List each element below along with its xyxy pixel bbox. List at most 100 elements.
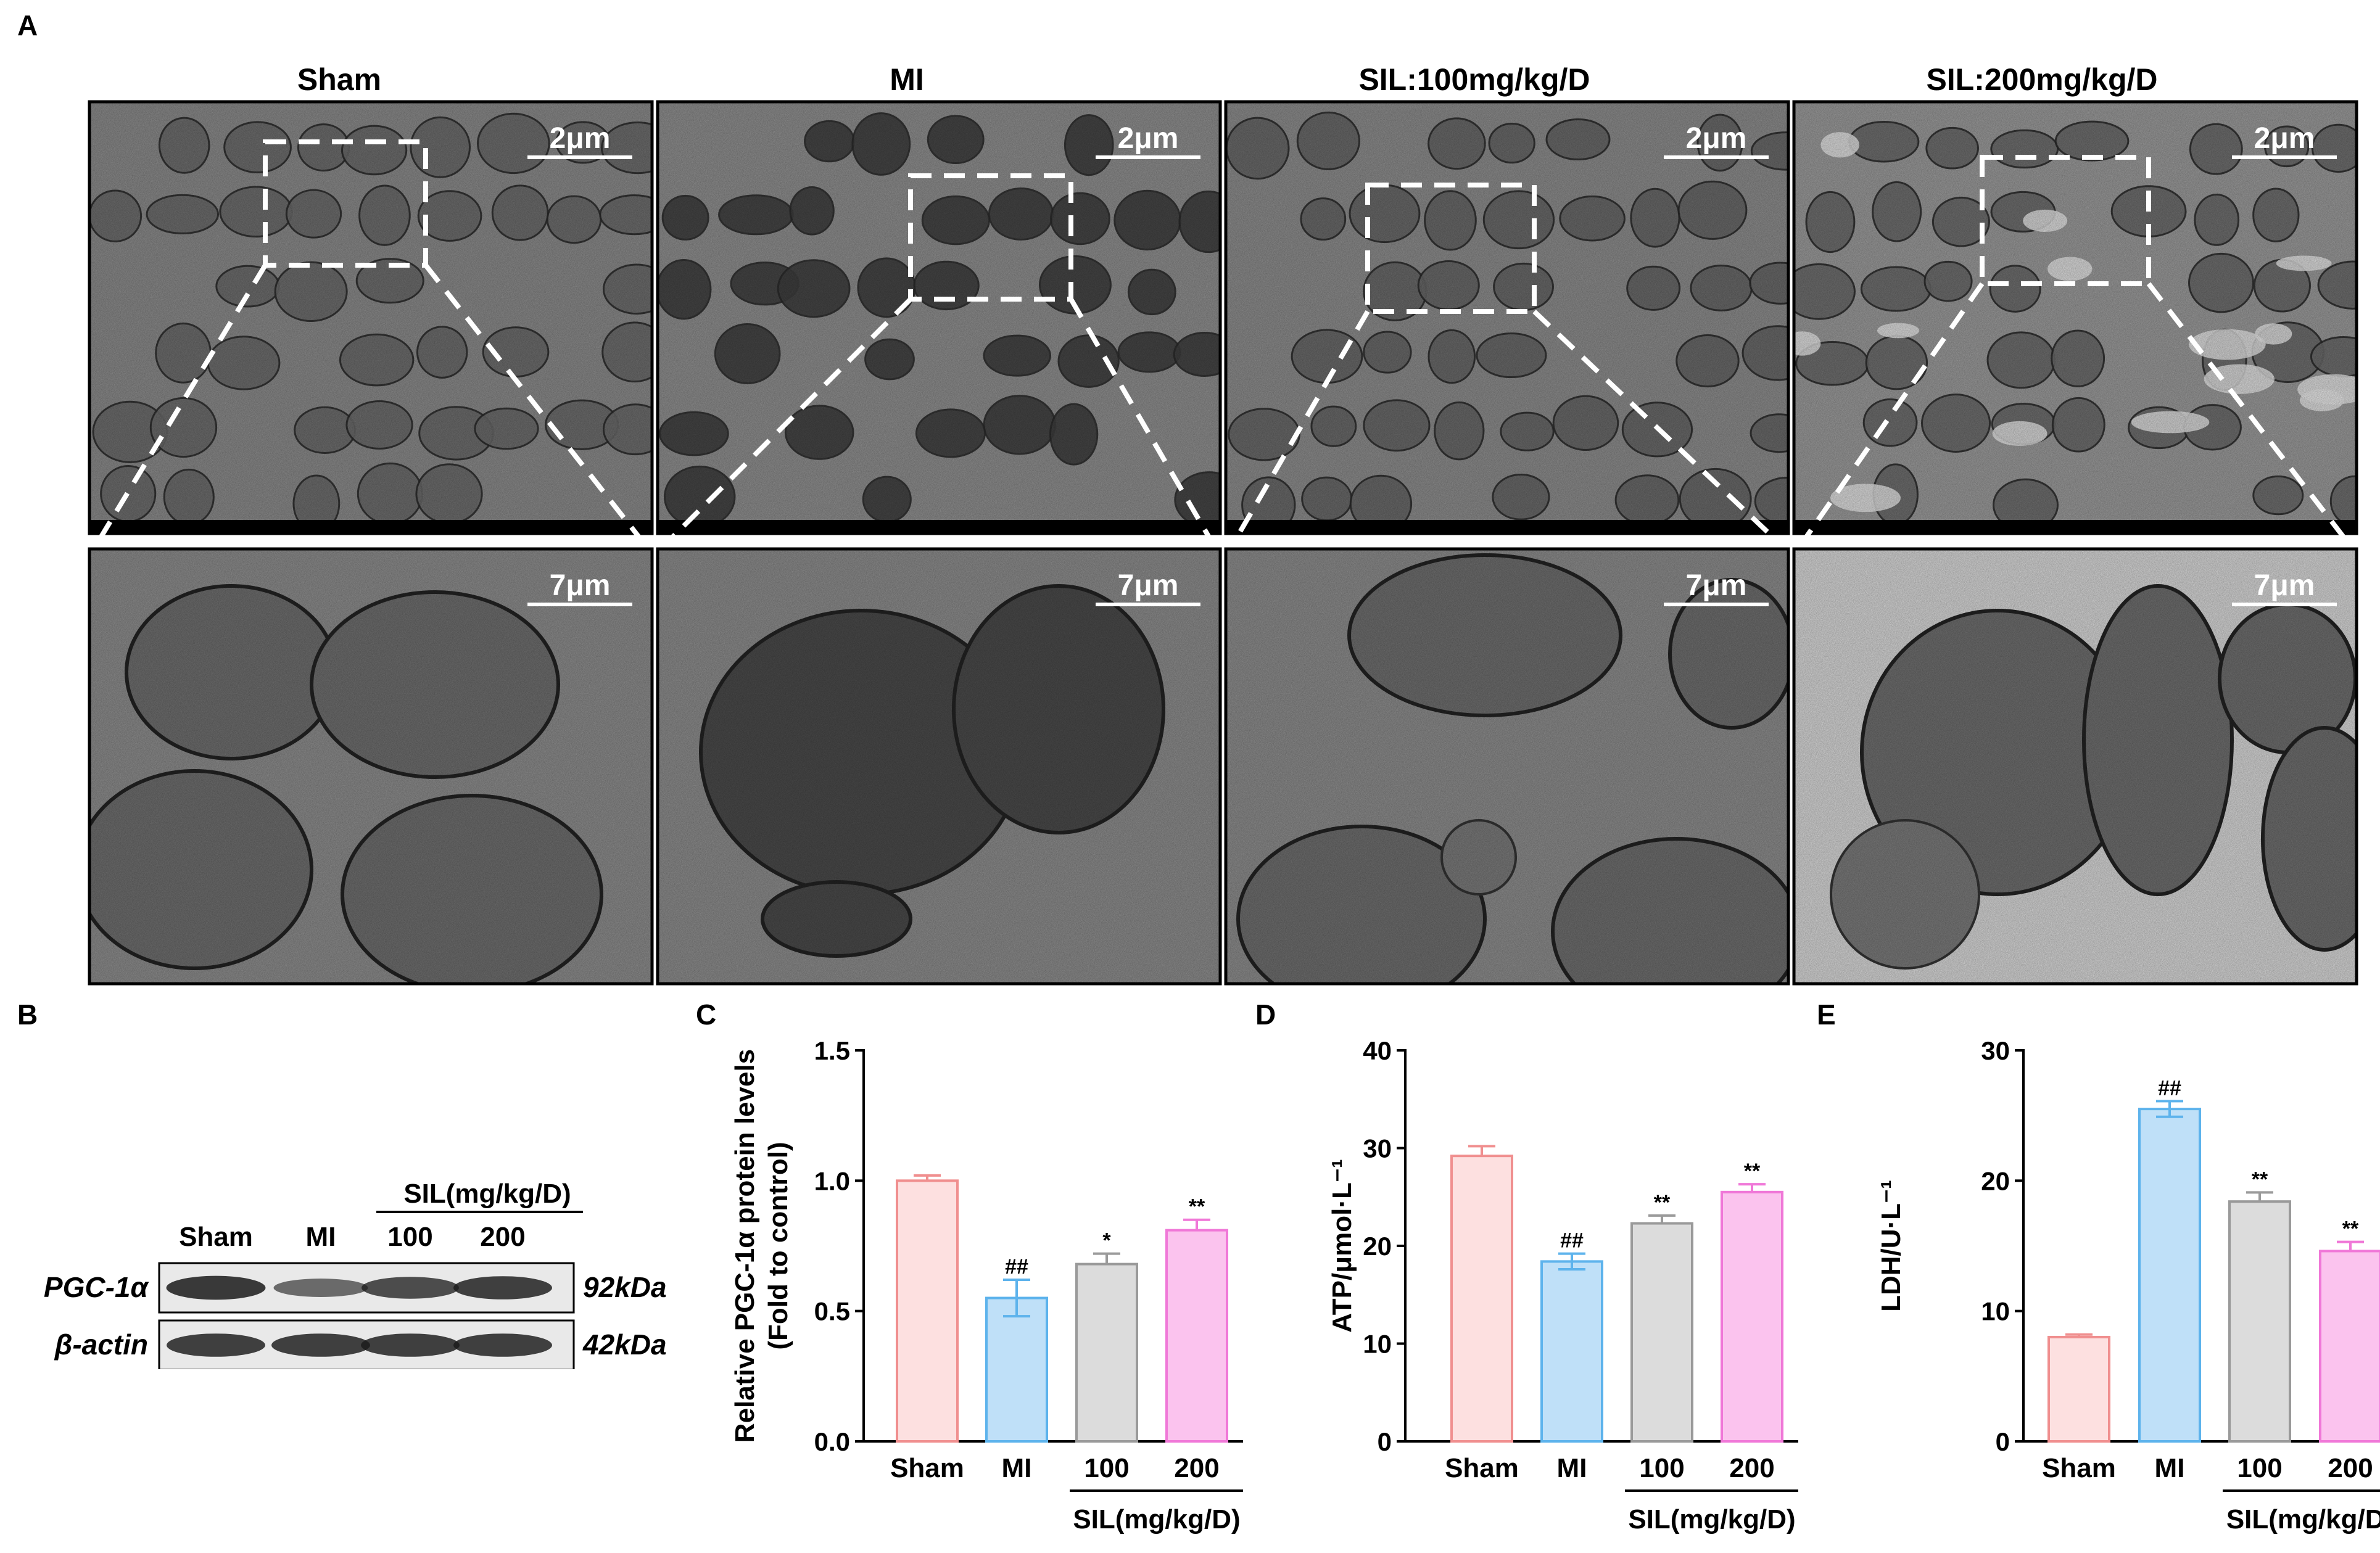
tem-info-bar (1794, 520, 2357, 533)
tem-zoom-image (658, 549, 1220, 984)
y-tick-label: 20 (1981, 1166, 2010, 1195)
x-tick-label: 200 (2328, 1453, 2373, 1483)
zoom-connector-line (93, 263, 268, 548)
y-axis-label: ATP/μmol·L⁻¹ (1327, 1159, 1357, 1333)
y-tick-label: 30 (1981, 1036, 2010, 1065)
zoom-connector-line (1798, 282, 1985, 548)
group-label: SIL(mg/kg/D) (1073, 1504, 1240, 1534)
bar (985, 1296, 1048, 1443)
bar-chart-pgc1a: 0.0 0.5 1.0 1.5 Relative PGC-1α protein leve… (730, 1036, 1243, 1534)
significance-marker: ** (1744, 1160, 1761, 1183)
x-tick-label: Sham (890, 1453, 964, 1483)
bar (1075, 1263, 1138, 1443)
x-tick-label: 200 (1174, 1453, 1219, 1483)
tem-title-sil100: SIL:100mg/kg/D (1358, 62, 1590, 97)
tem-column: 2μm 7μm (1792, 100, 2358, 986)
tem-image-frame (1792, 547, 2358, 986)
tem-image-frame (656, 547, 1222, 986)
wb-weight-label: 42kDa (582, 1328, 667, 1361)
bar (2138, 1108, 2201, 1443)
tem-column: 2μm 7μm (656, 100, 1222, 986)
x-tick-label: MI (2155, 1453, 2185, 1483)
wb-weight-label: 92kDa (583, 1271, 667, 1303)
tem-info-bar (89, 520, 652, 533)
zoom-region-box (1980, 155, 2151, 286)
scale-bar-label: 7μm (1118, 569, 1179, 602)
tem-image-frame (656, 100, 1222, 535)
group-label: SIL(mg/kg/D) (1628, 1504, 1795, 1534)
wb-lane-label: Sham (179, 1222, 253, 1252)
bar (2228, 1200, 2291, 1443)
wb-lane-label: 100 (387, 1222, 432, 1252)
western-blot-panel: SIL(mg/kg/D) Sham MI 100 200 PGC-1α 92kDa β-act… (44, 1179, 667, 1369)
tem-info-bar (658, 520, 1220, 533)
x-tick-label: Sham (1445, 1453, 1519, 1483)
y-tick-label: 30 (1363, 1134, 1392, 1163)
bar (1721, 1190, 1783, 1443)
wb-band (166, 1275, 266, 1300)
tem-image-frame (1224, 100, 1790, 535)
wb-protein-label: β-actin (54, 1328, 148, 1361)
zoom-connector-line (1532, 310, 1784, 548)
y-axis-label-line: Relative PGC-1α protein levels (730, 1049, 760, 1443)
x-tick-label: 200 (1729, 1453, 1774, 1483)
scale-bar-label: 7μm (550, 569, 611, 602)
significance-marker: ** (1654, 1191, 1671, 1214)
wb-band (167, 1333, 265, 1357)
y-axis-label: Relative PGC-1α protein levels (Fold to c… (730, 1049, 793, 1443)
y-tick-label: 0 (1378, 1427, 1392, 1456)
tem-column: 2μm 7μm (1224, 100, 1790, 986)
zoom-region-box (908, 173, 1073, 302)
tem-zoom-image (1794, 549, 2357, 984)
y-tick-label: 0.0 (814, 1427, 850, 1456)
y-tick-label: 40 (1363, 1036, 1392, 1065)
y-tick-label: 10 (1981, 1297, 2010, 1326)
tem-overview-image (658, 102, 1220, 533)
scale-bar-label: 7μm (2254, 569, 2315, 602)
y-tick-label: 20 (1363, 1232, 1392, 1261)
zoom-connector-line (662, 297, 912, 548)
tem-column: 2μm 7μm (88, 100, 654, 986)
panel-label-b: B (17, 999, 38, 1031)
wb-protein-label: PGC-1α (44, 1271, 150, 1303)
bar (1540, 1260, 1603, 1443)
significance-marker: ** (2342, 1217, 2359, 1241)
tem-title-sil200: SIL:200mg/kg/D (1926, 62, 2158, 97)
zoom-region-box (1365, 183, 1537, 314)
bar-chart-atp: 0 10 20 30 40 ATP/μmol·L⁻¹ Sham ## MI ** 100 ** 200 S… (1327, 1036, 1798, 1534)
significance-marker: ## (1005, 1255, 1028, 1279)
tem-image-frame (1792, 100, 2358, 535)
y-tick-label: 10 (1363, 1330, 1392, 1359)
tem-zoom-image (1226, 549, 1788, 984)
zoom-connector-line (1229, 310, 1370, 548)
y-tick-label: 0 (1996, 1427, 2010, 1456)
tem-title-mi: MI (890, 62, 924, 97)
panel-label-c: C (696, 999, 717, 1031)
y-tick-label: 1.0 (814, 1166, 850, 1195)
wb-band (453, 1333, 552, 1357)
zoom-region-box (263, 139, 428, 268)
significance-marker: ** (1189, 1195, 1205, 1219)
y-axis-label-line: LDH/U·L⁻¹ (1876, 1180, 1906, 1312)
y-tick-label: 1.5 (814, 1036, 850, 1065)
zoom-connector-line (1068, 297, 1217, 548)
scale-bar-label: 2μm (1118, 122, 1179, 155)
significance-marker: ## (1560, 1229, 1584, 1253)
scale-bar-label: 2μm (1686, 122, 1747, 155)
tem-micrograph-panel: 2μm 7μm 2μm 7μm 2μm 7μm 2μm 7μm (88, 100, 2358, 986)
tem-zoom-image (89, 549, 652, 984)
wb-band (273, 1279, 368, 1297)
bar (2047, 1335, 2110, 1443)
bar-chart-ldh: 0 10 20 30 LDH/U·L⁻¹ Sham ## MI ** 100 ** 200 SIL(mg… (1876, 1036, 2380, 1534)
x-tick-label: 100 (1639, 1453, 1684, 1483)
significance-marker: ** (2252, 1168, 2268, 1191)
x-tick-label: 100 (2237, 1453, 2282, 1483)
panel-label-d: D (1255, 999, 1276, 1031)
tem-overview-image (1794, 102, 2357, 533)
tem-info-bar (1226, 520, 1788, 533)
x-tick-label: MI (1002, 1453, 1032, 1483)
wb-band (361, 1333, 460, 1357)
scale-bar-label: 2μm (550, 122, 611, 155)
bar (1630, 1222, 1693, 1443)
y-axis-label: LDH/U·L⁻¹ (1876, 1180, 1906, 1312)
